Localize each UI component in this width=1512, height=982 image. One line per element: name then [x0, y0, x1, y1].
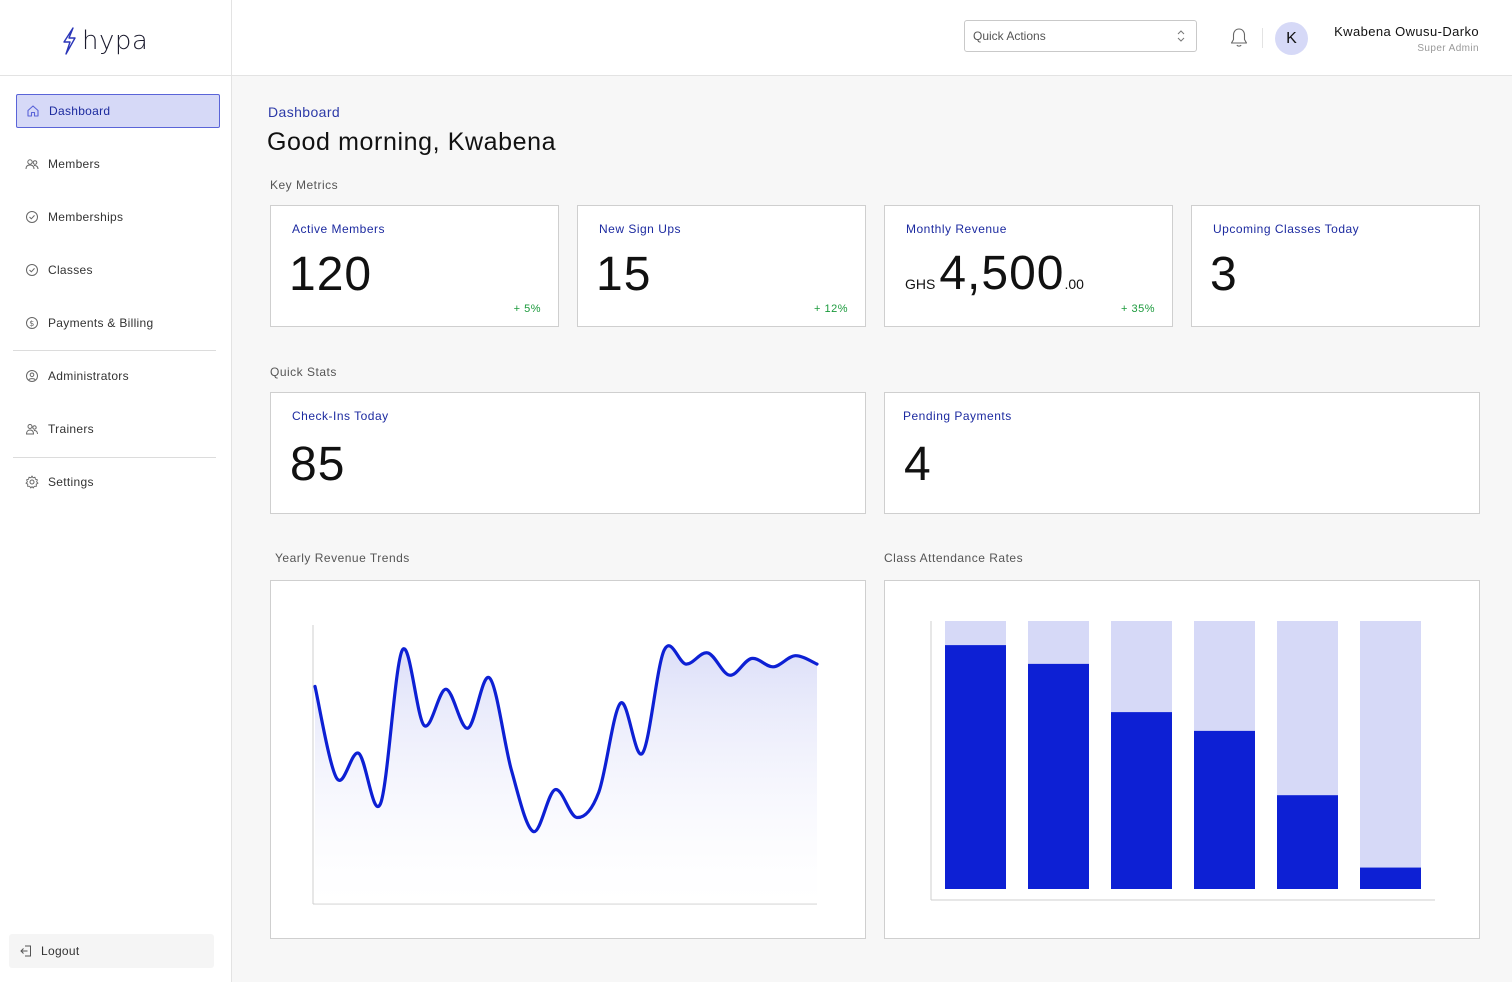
user-role: Super Admin — [1417, 43, 1479, 54]
attendance-bar — [1028, 663, 1089, 889]
sidebar-item-label: Administrators — [48, 369, 129, 383]
attendance-chart-label: Class Attendance Rates — [884, 551, 1024, 565]
logout-button[interactable]: Logout — [9, 934, 214, 968]
attendance-bar-chart — [930, 621, 1435, 901]
quick-stats-label: Quick Stats — [270, 365, 337, 379]
logout-label: Logout — [41, 944, 80, 958]
dollar-circle-icon: $ — [26, 317, 38, 329]
stat-value: 4 — [904, 438, 932, 491]
logo-text: hypa — [82, 26, 149, 56]
attendance-bar — [1194, 730, 1255, 889]
home-icon — [27, 105, 39, 117]
page-title: Good morning, Kwabena — [267, 128, 557, 156]
stat-card-pending-payments: Pending Payments 4 — [884, 392, 1480, 514]
logout-icon — [20, 945, 31, 957]
quick-actions-select[interactable]: Quick Actions — [964, 20, 1197, 52]
revenue-chart-label: Yearly Revenue Trends — [275, 551, 410, 565]
metric-change: + 12% — [814, 303, 848, 315]
sidebar-item-label: Dashboard — [49, 104, 111, 118]
stat-title: Check-Ins Today — [292, 409, 389, 423]
sidebar-item-label: Memberships — [48, 210, 124, 224]
nav-divider — [13, 457, 216, 458]
users-icon — [25, 424, 38, 435]
metric-value: 3 — [1210, 248, 1238, 301]
metric-change: + 35% — [1121, 303, 1155, 315]
metric-title: Upcoming Classes Today — [1213, 222, 1360, 236]
revenue-line-chart — [312, 625, 819, 905]
sidebar-item-members[interactable]: Members — [16, 147, 220, 181]
gear-icon — [25, 475, 39, 489]
sidebar-item-dashboard[interactable]: Dashboard — [16, 94, 220, 128]
logo[interactable]: hypa — [60, 26, 148, 56]
revenue-value: GHS 4,500 .00 — [905, 246, 1084, 301]
bolt-icon — [63, 27, 76, 55]
sidebar-item-label: Members — [48, 157, 101, 171]
nav-divider — [13, 350, 216, 351]
svg-text:$: $ — [29, 319, 34, 328]
sidebar-item-administrators[interactable]: Administrators — [16, 359, 220, 393]
metric-change: + 5% — [513, 303, 541, 315]
user-name: Kwabena Owusu-Darko — [1334, 24, 1479, 39]
bell-icon[interactable] — [1229, 27, 1249, 49]
metric-value: 15 — [596, 248, 652, 301]
attendance-bar — [1360, 867, 1421, 889]
revenue-decimals: .00 — [1064, 276, 1084, 292]
sidebar-item-label: Classes — [48, 263, 93, 277]
metric-title: New Sign Ups — [599, 222, 682, 236]
top-header: Quick Actions K Kwabena Owusu-Darko Supe… — [232, 0, 1512, 76]
sidebar-item-payments-billing[interactable]: $ Payments & Billing — [16, 306, 220, 340]
avatar[interactable]: K — [1275, 22, 1308, 55]
attendance-bar — [945, 645, 1006, 889]
sidebar-item-label: Settings — [48, 475, 94, 489]
check-circle-icon — [26, 211, 38, 223]
attendance-bar — [1277, 795, 1338, 889]
stat-card-check-ins: Check-Ins Today 85 — [270, 392, 866, 514]
attendance-bar-remainder — [1360, 621, 1421, 889]
metric-value: 120 — [289, 248, 373, 301]
check-circle-icon — [26, 264, 38, 276]
quick-actions-label: Quick Actions — [973, 29, 1046, 43]
metric-card-monthly-revenue: Monthly Revenue GHS 4,500 .00 + 35% — [884, 205, 1173, 327]
attendance-bars — [945, 621, 1421, 889]
sidebar: hypa Dashboard Members Memberships Class… — [0, 0, 232, 982]
sidebar-item-classes[interactable]: Classes — [16, 253, 220, 287]
revenue-currency: GHS — [905, 276, 936, 292]
revenue-amount: 4,500 — [939, 247, 1065, 300]
metric-card-active-members: Active Members 120 + 5% — [270, 205, 559, 327]
metric-title: Active Members — [292, 222, 386, 236]
sidebar-item-label: Trainers — [48, 422, 94, 436]
sidebar-header-divider — [0, 75, 232, 76]
revenue-series-line — [313, 644, 819, 834]
metric-card-upcoming-classes: Upcoming Classes Today 3 — [1191, 205, 1480, 327]
users-icon — [25, 159, 39, 170]
user-circle-icon — [26, 370, 38, 382]
chevron-up-down-icon — [1177, 30, 1185, 42]
key-metrics-label: Key Metrics — [270, 178, 339, 192]
metric-card-new-sign-ups: New Sign Ups 15 + 12% — [577, 205, 866, 327]
stat-title: Pending Payments — [903, 409, 1012, 423]
revenue-area — [315, 645, 817, 904]
breadcrumb[interactable]: Dashboard — [268, 104, 341, 120]
header-separator — [1262, 28, 1263, 48]
sidebar-item-label: Payments & Billing — [48, 316, 154, 330]
stat-value: 85 — [290, 438, 346, 491]
attendance-bar — [1111, 712, 1172, 889]
revenue-chart-card — [270, 580, 866, 939]
attendance-chart-card — [884, 580, 1480, 939]
sidebar-item-memberships[interactable]: Memberships — [16, 200, 220, 234]
metric-title: Monthly Revenue — [906, 222, 1007, 236]
sidebar-item-settings[interactable]: Settings — [16, 465, 220, 499]
sidebar-item-trainers[interactable]: Trainers — [16, 412, 220, 446]
